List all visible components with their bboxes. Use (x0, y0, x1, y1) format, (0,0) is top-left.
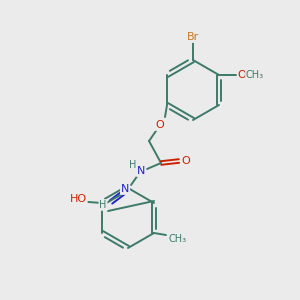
Text: N: N (121, 184, 129, 194)
Text: O: O (156, 120, 164, 130)
Text: H: H (129, 160, 137, 170)
Text: O: O (238, 70, 246, 80)
Text: N: N (137, 166, 145, 176)
Text: HO: HO (70, 194, 87, 204)
Text: CH₃: CH₃ (169, 234, 187, 244)
Text: O: O (182, 156, 190, 166)
Text: CH₃: CH₃ (246, 70, 264, 80)
Text: H: H (99, 200, 107, 210)
Text: Br: Br (187, 32, 199, 42)
